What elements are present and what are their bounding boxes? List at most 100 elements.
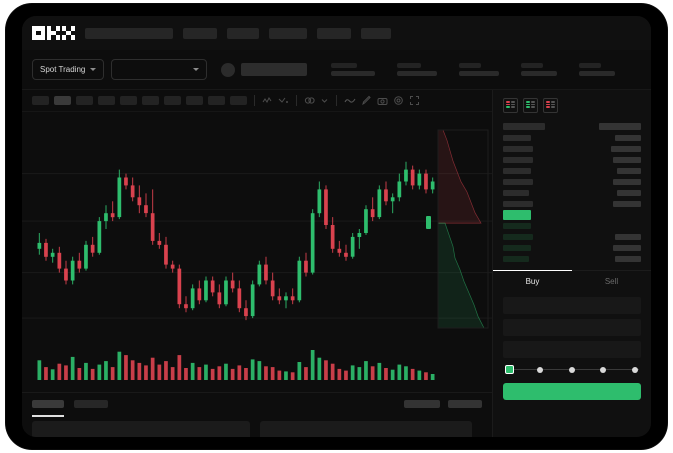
stat-2-label — [397, 63, 422, 68]
slider-stop-50[interactable] — [568, 366, 575, 373]
timeframe-tf-5[interactable] — [120, 96, 137, 105]
timeframe-tf-4[interactable] — [98, 96, 115, 105]
row-price — [503, 123, 545, 130]
line-chart-icon[interactable] — [344, 96, 356, 105]
order-book-header-row[interactable] — [503, 121, 641, 132]
bottom-tab-2[interactable] — [74, 400, 108, 408]
slider-handle[interactable] — [505, 365, 514, 374]
stat-3-value — [459, 71, 500, 76]
okx-logo-o — [32, 26, 45, 40]
row-amount — [613, 244, 641, 251]
order-book-bid-row-2[interactable] — [503, 231, 641, 242]
tab-sell[interactable]: Sell — [604, 277, 619, 286]
toggle-bar — [506, 101, 510, 103]
bottom-card-1 — [32, 421, 250, 437]
orders-panel-cards — [32, 421, 472, 437]
row-amount — [615, 233, 641, 240]
bottom-action-2[interactable] — [448, 400, 482, 408]
nav-item-3[interactable] — [227, 27, 259, 39]
order-amount-field[interactable] — [503, 319, 641, 336]
orderbook-view-asks[interactable] — [543, 98, 558, 113]
order-book-ask-row-6[interactable] — [503, 187, 641, 198]
nav-item-2[interactable] — [183, 27, 217, 39]
order-book-ask-row-1[interactable] — [503, 132, 641, 143]
tab-buy[interactable]: Buy — [493, 270, 572, 291]
toggle-bar — [531, 103, 535, 105]
row-price — [503, 209, 531, 220]
timeframe-tf-6[interactable] — [142, 96, 159, 105]
order-percent-slider[interactable] — [505, 364, 639, 376]
order-entry-form — [493, 291, 651, 400]
order-total-field[interactable] — [503, 341, 641, 358]
order-book-ask-row-5[interactable] — [503, 176, 641, 187]
active-tab-underline — [32, 415, 64, 417]
bottom-card-2 — [260, 421, 472, 437]
stat-4-label — [521, 63, 544, 68]
timeframe-tf-3[interactable] — [76, 96, 93, 105]
order-price-field[interactable] — [503, 297, 641, 314]
timeframe-tf-2[interactable] — [54, 96, 71, 105]
nav-item-1[interactable] — [85, 27, 173, 39]
timeframe-tf-8[interactable] — [186, 96, 203, 105]
market-stats — [331, 63, 616, 76]
timeframe-tf-1[interactable] — [32, 96, 49, 105]
timeframe-tf-9[interactable] — [208, 96, 225, 105]
row-amount — [613, 178, 641, 185]
timeframe-tf-10[interactable] — [230, 96, 247, 105]
orderbook-view-both[interactable] — [503, 98, 518, 113]
order-book-bid-row-3[interactable] — [503, 242, 641, 253]
toggle-bar — [511, 106, 515, 108]
order-book-last-price-row[interactable] — [503, 209, 641, 220]
slider-stop-75[interactable] — [600, 366, 607, 373]
toggle-bar — [551, 103, 555, 105]
order-book-bid-row-4[interactable] — [503, 253, 641, 264]
pencil-icon[interactable] — [361, 95, 372, 106]
slider-stop-25[interactable] — [536, 366, 543, 373]
indicators-icon[interactable] — [262, 96, 273, 105]
chevron-down-icon[interactable] — [320, 96, 329, 105]
trading-mode-label: Spot Trading — [40, 65, 86, 74]
place-buy-order-button[interactable] — [503, 383, 641, 400]
orderbook-view-bids[interactable] — [523, 98, 538, 113]
toggle-col-right — [551, 101, 555, 108]
orders-panel-tabs — [22, 393, 492, 408]
trading-pair-selector[interactable] — [111, 59, 208, 80]
app-screen: Spot Trading — [22, 16, 651, 437]
stat-5-label — [579, 63, 602, 68]
fullscreen-icon[interactable] — [409, 95, 420, 106]
order-book-ask-row-4[interactable] — [503, 165, 641, 176]
order-book-ask-row-7[interactable] — [503, 198, 641, 209]
trading-mode-selector[interactable]: Spot Trading — [32, 59, 105, 80]
slider-stop-100[interactable] — [632, 366, 638, 373]
chart-type-icon[interactable] — [278, 96, 289, 105]
order-book-ask-row-3[interactable] — [503, 154, 641, 165]
compare-icon[interactable] — [304, 96, 315, 105]
stat-3-label — [459, 63, 482, 68]
camera-icon[interactable] — [377, 96, 388, 106]
order-book-bid-row-1[interactable] — [503, 220, 641, 231]
bottom-action-1[interactable] — [404, 400, 440, 408]
timeframe-tf-7[interactable] — [164, 96, 181, 105]
stat-2 — [397, 63, 438, 76]
candlestick-chart[interactable] — [22, 112, 492, 340]
stat-4-value — [521, 71, 558, 76]
orders-panel-actions — [404, 400, 482, 408]
toggle-bar — [511, 103, 515, 105]
nav-items — [85, 27, 391, 39]
order-book-ask-row-2[interactable] — [503, 143, 641, 154]
bottom-tab-1[interactable] — [32, 400, 64, 408]
row-amount — [617, 189, 641, 196]
toggle-col-right — [531, 101, 535, 108]
nav-item-4[interactable] — [269, 27, 307, 39]
stat-1 — [331, 63, 376, 76]
row-amount — [617, 167, 641, 174]
settings-gear-icon[interactable] — [393, 95, 404, 106]
nav-item-6[interactable] — [361, 27, 391, 39]
row-amount — [615, 134, 641, 141]
toggle-bar — [526, 101, 530, 103]
okx-logo[interactable] — [32, 26, 75, 40]
row-price — [503, 244, 531, 251]
nav-item-5[interactable] — [317, 27, 351, 39]
top-navigation-bar — [22, 16, 651, 50]
row-price — [503, 156, 533, 163]
